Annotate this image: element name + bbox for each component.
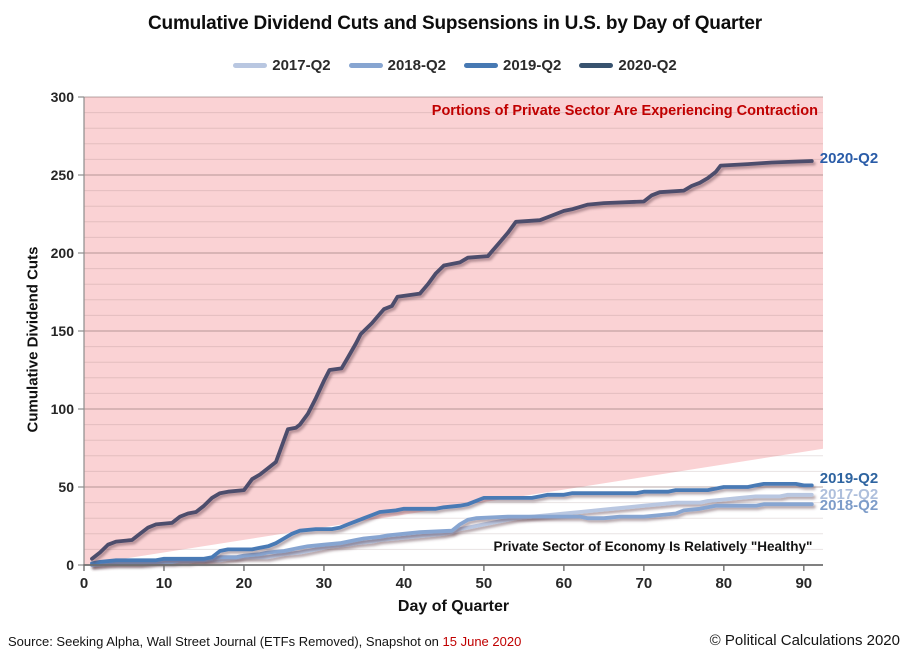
series-line-2020-q2 <box>90 159 814 561</box>
x-tick-label: 20 <box>236 575 253 592</box>
x-tick-label: 0 <box>80 575 88 592</box>
copyright-note: © Political Calculations 2020 <box>709 632 900 649</box>
chart-title: Cumulative Dividend Cuts and Supsensions… <box>148 13 762 34</box>
annotation-healthy: Private Sector of Economy Is Relatively … <box>493 539 813 554</box>
y-tick-label: 300 <box>51 89 75 105</box>
x-tick-label: 70 <box>636 575 653 592</box>
x-tick-label: 50 <box>476 575 493 592</box>
annotation-contraction: Portions of Private Sector Are Experienc… <box>431 103 818 119</box>
y-tick-label: 0 <box>66 557 74 573</box>
y-tick-label: 200 <box>51 245 75 261</box>
snapshot-date: 15 June 2020 <box>442 634 522 649</box>
x-tick-label: 60 <box>556 575 573 592</box>
legend-item-2019-q2: 2019-Q2 <box>464 57 561 74</box>
legend-label-2017-q2: 2017-Q2 <box>272 57 331 74</box>
y-tick-label: 150 <box>51 323 75 339</box>
y-tick-label: 50 <box>58 479 74 495</box>
legend-label-2018-q2: 2018-Q2 <box>387 57 446 74</box>
source-text: Source: Seeking Alpha, Wall Street Journ… <box>8 634 443 649</box>
x-tick-label: 90 <box>795 575 812 592</box>
x-tick-label: 10 <box>156 575 173 592</box>
series-end-label-2018-q2: 2018-Q2 <box>819 497 879 515</box>
x-tick-label: 80 <box>715 575 732 592</box>
y-tick-label: 250 <box>51 167 75 183</box>
series-end-label-2017-q2: 2017-Q2 <box>819 485 879 503</box>
series-line-2018-q2 <box>90 502 814 567</box>
y-axis-title: Cumulative Dividend Cuts <box>24 246 42 433</box>
series-line-2019-q2 <box>90 481 814 566</box>
legend-label-2019-q2: 2019-Q2 <box>503 57 562 74</box>
x-tick-label: 30 <box>316 575 333 592</box>
legend: 2017-Q2 2018-Q2 2019-Q2 2020-Q2 <box>0 57 910 74</box>
legend-item-2020-q2: 2020-Q2 <box>579 57 677 74</box>
x-axis-title: Day of Quarter <box>397 598 510 615</box>
legend-swatch-2018-q2 <box>348 63 383 68</box>
series-end-label-2020-q2: 2020-Q2 <box>819 149 879 167</box>
series-line-2017-q2 <box>90 492 814 567</box>
legend-swatch-2017-q2 <box>233 63 268 68</box>
legend-label-2020-q2: 2020-Q2 <box>618 57 677 74</box>
legend-item-2017-q2: 2017-Q2 <box>233 57 331 74</box>
y-tick-label: 100 <box>51 401 75 417</box>
series-end-label-2019-q2: 2019-Q2 <box>819 470 879 488</box>
legend-swatch-2020-q2 <box>579 63 614 68</box>
source-note: Source: Seeking Alpha, Wall Street Journ… <box>8 634 521 649</box>
x-tick-label: 40 <box>396 575 413 592</box>
legend-swatch-2019-q2 <box>464 63 498 68</box>
legend-item-2018-q2: 2018-Q2 <box>348 57 446 74</box>
